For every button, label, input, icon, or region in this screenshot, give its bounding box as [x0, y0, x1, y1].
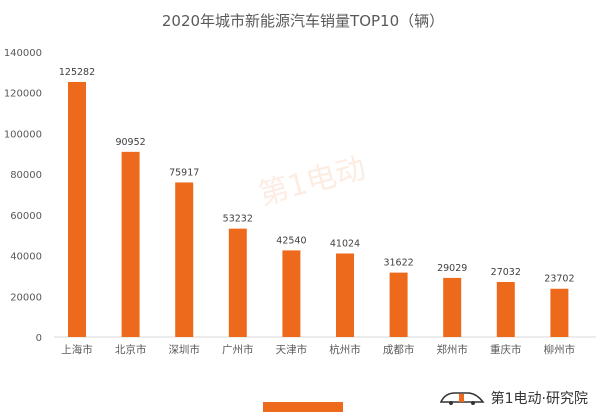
y-tick-label: 0: [36, 333, 42, 344]
bar: [496, 281, 515, 337]
x-tick-label: 上海市: [61, 343, 93, 356]
bar: [443, 277, 462, 337]
bar: [550, 288, 569, 337]
x-tick-label: 成都市: [383, 343, 415, 356]
y-tick-label: 60000: [10, 211, 42, 222]
data-label: 42540: [276, 235, 306, 246]
x-tick-label: 北京市: [115, 343, 147, 356]
bar: [175, 182, 194, 337]
x-tick-label: 深圳市: [168, 343, 200, 356]
bar: [228, 228, 247, 337]
data-label: 27032: [491, 267, 521, 278]
x-tick-label: 天津市: [276, 343, 308, 356]
data-label: 90952: [115, 137, 145, 148]
bar: [336, 253, 354, 337]
chart-title: 2020年城市新能源汽车销量TOP10（辆）: [161, 12, 445, 30]
watermark: 第1电动: [255, 151, 369, 213]
x-tick-label: 广州市: [222, 343, 254, 356]
data-label: 53232: [223, 214, 253, 225]
x-tick-label: 郑州市: [436, 343, 468, 356]
y-tick-label: 140000: [4, 48, 42, 59]
data-label: 75917: [169, 167, 199, 178]
data-label: 29029: [437, 263, 467, 274]
car-logo-icon: [439, 390, 485, 406]
y-tick-label: 40000: [10, 252, 42, 263]
y-tick-label: 100000: [4, 129, 42, 140]
x-tick-label: 重庆市: [490, 343, 522, 356]
bar: [389, 272, 408, 337]
bar: [282, 250, 301, 337]
legend-swatch: [263, 402, 343, 412]
bar: [121, 151, 140, 337]
brand-text: 第1电动·研究院: [490, 391, 588, 407]
data-label: 31622: [383, 258, 413, 269]
x-tick-label: 杭州市: [329, 343, 361, 356]
y-tick-label: 80000: [10, 170, 42, 181]
x-tick-label: 柳州市: [544, 343, 576, 356]
data-label: 125282: [59, 67, 95, 78]
brand-logo: 第1电动·研究院: [439, 388, 588, 408]
data-label: 41024: [330, 238, 360, 249]
bar: [68, 81, 86, 337]
y-tick-label: 20000: [10, 292, 42, 303]
y-tick-label: 120000: [4, 89, 42, 100]
data-label: 23702: [544, 274, 574, 285]
